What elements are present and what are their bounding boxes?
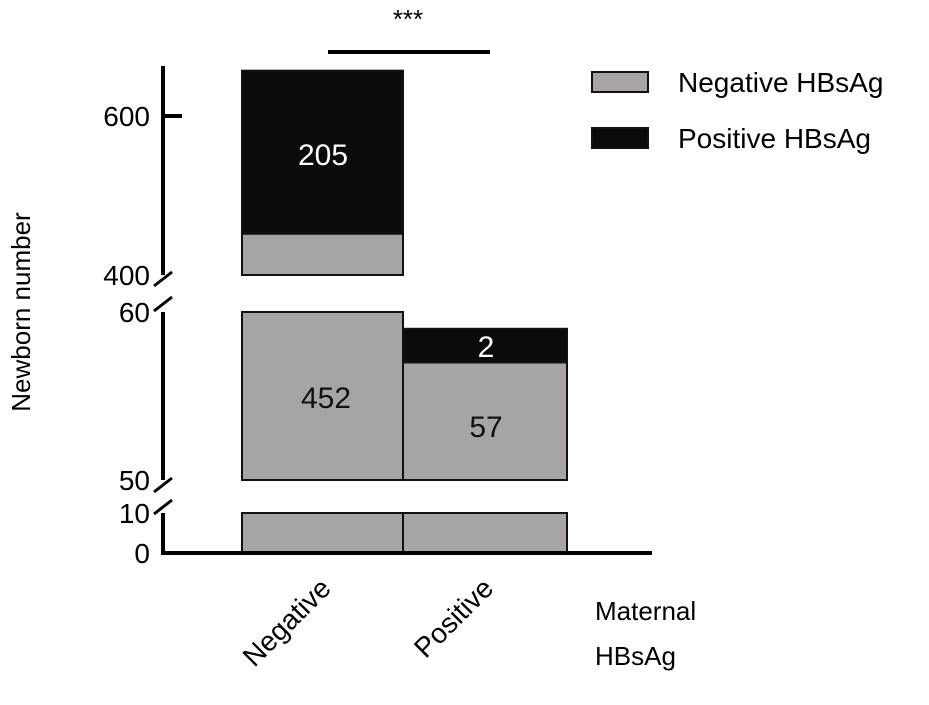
y-tick-label: 10 <box>119 498 150 529</box>
y-tick-label: 60 <box>119 297 150 328</box>
y-tick-label: 400 <box>103 260 150 291</box>
y-tick-label: 50 <box>119 465 150 496</box>
bars: 205 452 2 57 <box>241 69 568 554</box>
bar-negative-positive-hbsag <box>241 69 404 235</box>
bar-negative-negative-hbsag <box>241 232 404 277</box>
data-label: 57 <box>469 411 502 444</box>
legend-label: Positive HBsAg <box>678 123 871 154</box>
data-label: 452 <box>301 382 351 415</box>
axis-break-mark <box>153 270 173 288</box>
x-tick-label: Negative <box>237 572 337 672</box>
y-tick-label: 0 <box>134 538 150 569</box>
axis-break-mark <box>153 498 173 516</box>
y-tick-label: 600 <box>103 101 150 132</box>
y-axis-label: Newborn number <box>6 212 36 412</box>
bar-positive-positive-hbsag <box>402 327 568 364</box>
x-axis-title-line1: Maternal <box>595 596 696 626</box>
bar-negative-negative-hbsag <box>241 311 404 481</box>
x-axis-title-line2: HBsAg <box>595 641 676 671</box>
x-tick-label: Positive <box>408 572 499 663</box>
legend-label: Negative HBsAg <box>678 67 883 98</box>
data-label: 205 <box>298 139 348 172</box>
axis-break-mark <box>153 476 173 494</box>
legend-swatch <box>591 127 649 149</box>
legend-swatch <box>591 71 649 93</box>
data-label: 2 <box>478 331 495 364</box>
axis-break-mark <box>153 295 173 313</box>
bar-negative-negative-hbsag <box>241 512 404 554</box>
bar-positive-negative-hbsag <box>402 512 568 554</box>
significance-label: *** <box>393 4 423 34</box>
legend: Negative HBsAg Positive HBsAg <box>591 67 883 154</box>
